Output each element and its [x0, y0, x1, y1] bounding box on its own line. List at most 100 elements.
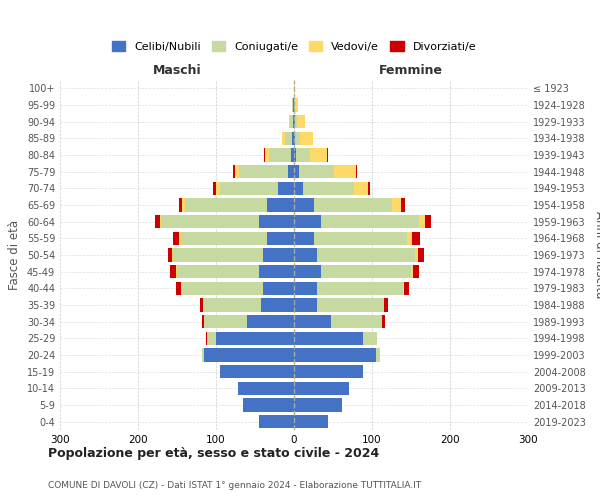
Bar: [418, 248, 424, 262]
Bar: [181, 282, 263, 295]
Bar: [368, 182, 370, 195]
Bar: [238, 382, 294, 395]
Bar: [244, 398, 294, 411]
Bar: [294, 298, 317, 312]
Bar: [289, 115, 290, 128]
Bar: [216, 182, 220, 195]
Bar: [182, 198, 185, 211]
Bar: [292, 98, 293, 112]
Text: Popolazione per età, sesso e stato civile - 2024: Popolazione per età, sesso e stato civil…: [48, 448, 379, 460]
Text: COMUNE DI DAVOLI (CZ) - Dati ISTAT 1° gennaio 2024 - Elaborazione TUTTITALIA.IT: COMUNE DI DAVOLI (CZ) - Dati ISTAT 1° ge…: [48, 480, 421, 490]
Bar: [294, 215, 322, 228]
Bar: [177, 265, 259, 278]
Bar: [297, 115, 305, 128]
Bar: [362, 332, 377, 345]
Bar: [203, 298, 261, 312]
Bar: [376, 348, 380, 362]
Bar: [294, 115, 295, 128]
Bar: [294, 165, 299, 178]
Bar: [295, 115, 297, 128]
Bar: [173, 248, 263, 262]
Bar: [384, 298, 385, 312]
Bar: [403, 282, 404, 295]
Bar: [284, 132, 292, 145]
Bar: [300, 132, 313, 145]
Bar: [294, 382, 349, 395]
Bar: [281, 132, 284, 145]
Bar: [294, 315, 331, 328]
Bar: [425, 215, 431, 228]
Bar: [167, 248, 172, 262]
Bar: [294, 98, 295, 112]
Bar: [412, 232, 419, 245]
Bar: [239, 165, 288, 178]
Bar: [293, 115, 294, 128]
Bar: [172, 248, 173, 262]
Legend: Celibi/Nubili, Coniugati/e, Vedovi/e, Divorziati/e: Celibi/Nubili, Coniugati/e, Vedovi/e, Di…: [107, 36, 481, 56]
Bar: [202, 348, 204, 362]
Bar: [288, 165, 294, 178]
Bar: [296, 148, 310, 162]
Bar: [200, 298, 203, 312]
Bar: [310, 148, 327, 162]
Bar: [294, 198, 314, 211]
Bar: [331, 315, 382, 328]
Bar: [204, 348, 294, 362]
Bar: [304, 182, 354, 195]
Bar: [322, 215, 419, 228]
Bar: [220, 365, 294, 378]
Bar: [294, 232, 314, 245]
Bar: [294, 365, 362, 378]
Bar: [213, 182, 216, 195]
Bar: [295, 132, 300, 145]
Bar: [295, 98, 298, 112]
Bar: [266, 232, 294, 245]
Bar: [294, 282, 317, 295]
Bar: [155, 215, 160, 228]
Bar: [176, 282, 181, 295]
Bar: [322, 265, 411, 278]
Bar: [314, 198, 392, 211]
Bar: [185, 198, 266, 211]
Bar: [247, 315, 294, 328]
Bar: [173, 232, 179, 245]
Bar: [259, 415, 294, 428]
Bar: [160, 215, 161, 228]
Bar: [206, 332, 216, 345]
Bar: [233, 165, 235, 178]
Bar: [176, 265, 177, 278]
Bar: [317, 248, 415, 262]
Bar: [291, 148, 294, 162]
Bar: [202, 315, 204, 328]
Bar: [294, 248, 317, 262]
Bar: [216, 332, 294, 345]
Bar: [415, 248, 418, 262]
Bar: [356, 165, 357, 178]
Bar: [204, 315, 247, 328]
Y-axis label: Fasce di età: Fasce di età: [8, 220, 21, 290]
Bar: [401, 198, 405, 211]
Bar: [265, 148, 269, 162]
Bar: [314, 232, 407, 245]
Bar: [263, 248, 294, 262]
Bar: [292, 132, 294, 145]
Bar: [317, 298, 384, 312]
Bar: [170, 265, 176, 278]
Bar: [334, 165, 356, 178]
Bar: [220, 182, 278, 195]
Bar: [299, 165, 334, 178]
Bar: [266, 198, 294, 211]
Bar: [293, 98, 294, 112]
Bar: [317, 282, 403, 295]
Bar: [419, 215, 425, 228]
Bar: [382, 315, 385, 328]
Bar: [392, 198, 401, 211]
Bar: [294, 148, 296, 162]
Bar: [179, 232, 181, 245]
Bar: [179, 198, 182, 211]
Bar: [354, 182, 368, 195]
Text: Maschi: Maschi: [152, 64, 202, 76]
Bar: [235, 165, 239, 178]
Bar: [294, 82, 295, 95]
Bar: [290, 115, 293, 128]
